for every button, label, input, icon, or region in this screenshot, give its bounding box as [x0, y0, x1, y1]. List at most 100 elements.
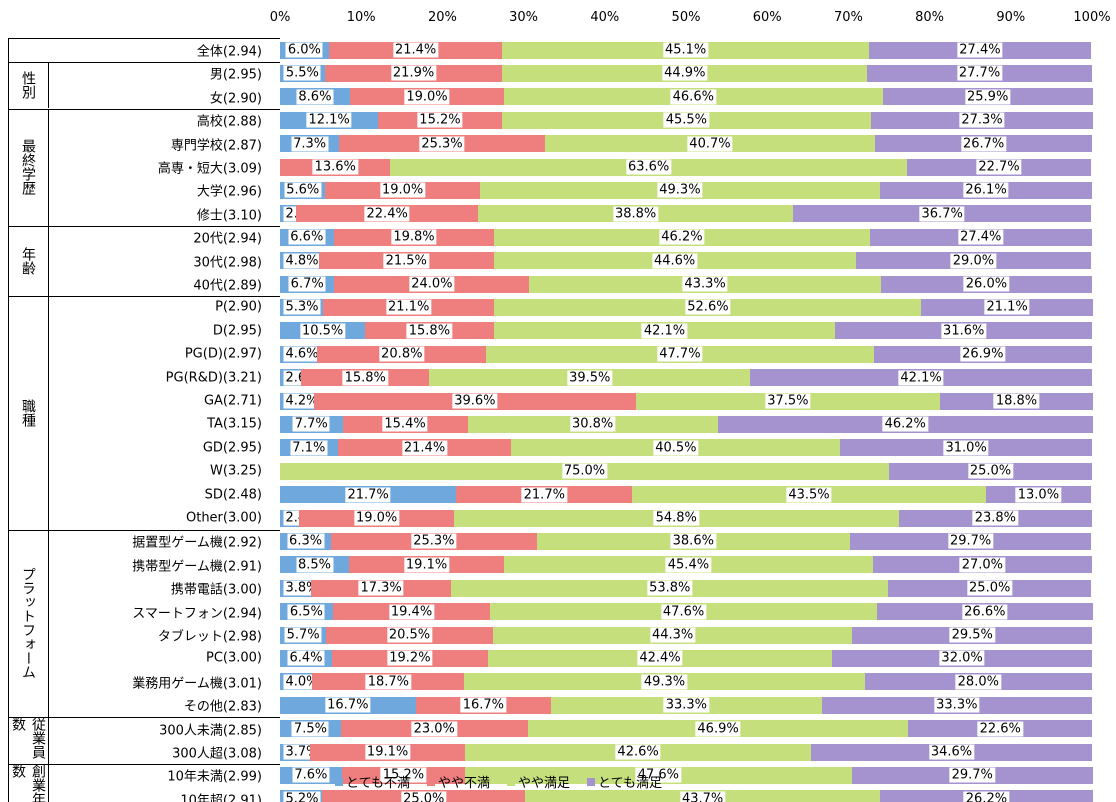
x-tick-label: 30% [509, 10, 539, 25]
category-label: 10年超(2.91) [180, 793, 262, 802]
category-label: 大学(2.96) [196, 184, 262, 200]
data-label: 21.7% [521, 487, 567, 503]
data-label: 27.3% [959, 112, 1005, 128]
data-label: 21.4% [401, 440, 448, 456]
legend-label: とても満足 [598, 776, 662, 791]
category-label: GA(2.71) [203, 393, 262, 409]
data-label: 29.5% [949, 627, 995, 643]
data-label: 23.0% [411, 721, 457, 737]
legend-swatch [335, 778, 343, 786]
group-label: 最終学歴 [8, 108, 49, 226]
category-label: タブレット(2.98) [157, 629, 262, 645]
category-label: W(3.25) [210, 463, 262, 479]
data-label: 19.1% [403, 557, 450, 573]
category-label: 全体(2.94) [196, 44, 262, 60]
data-label: 16.7% [460, 697, 507, 713]
data-label: 31.0% [943, 440, 989, 456]
data-label: 25.3% [411, 533, 457, 549]
data-label: 15.8% [342, 370, 388, 386]
data-label: 29.0% [950, 253, 997, 269]
data-label: 30.8% [569, 416, 616, 432]
data-label: 21.5% [383, 253, 429, 269]
data-label: 25.0% [401, 791, 447, 802]
data-label: 7.6% [292, 767, 330, 783]
data-label: 26.0% [963, 276, 1010, 292]
legend-label: やや不満 [437, 776, 490, 791]
data-label: 21.1% [386, 299, 432, 315]
data-label: 15.8% [406, 323, 453, 339]
group-separator [8, 38, 280, 40]
data-label: 4.2% [283, 393, 321, 409]
data-label: 22.6% [977, 721, 1023, 737]
data-label: 46.2% [659, 229, 705, 245]
data-label: 19.0% [404, 89, 450, 105]
category-label: 20代(2.94) [193, 231, 262, 247]
data-label: 26.2% [963, 791, 1010, 802]
data-label: 75.0% [561, 463, 608, 479]
data-label: 46.6% [670, 89, 716, 105]
left-border [8, 38, 9, 802]
data-label: 6.3% [287, 533, 325, 549]
data-label: 42.4% [637, 650, 683, 666]
data-label: 7.1% [290, 440, 328, 456]
data-label: 28.0% [955, 674, 1001, 690]
data-label: 4.0% [283, 674, 321, 690]
data-label: 33.3% [663, 697, 710, 713]
data-label: 46.2% [882, 416, 928, 432]
category-label: TA(3.15) [207, 416, 262, 432]
category-label: 高専・短大(3.09) [157, 161, 262, 177]
category-label: PC(3.00) [205, 650, 262, 666]
legend-swatch [587, 778, 595, 786]
data-label: 7.7% [292, 416, 330, 432]
category-label: PG(R&D)(3.21) [165, 370, 262, 386]
data-label: 17.3% [358, 580, 404, 596]
data-label: 43.3% [682, 276, 728, 292]
data-label: 29.7% [949, 767, 995, 783]
data-label: 6.0% [285, 42, 323, 58]
data-label: 27.4% [957, 42, 1003, 58]
category-label: 30代(2.98) [193, 255, 262, 271]
group-label: 年齢 [8, 225, 49, 296]
data-label: 43.5% [786, 487, 832, 503]
data-label: 16.7% [325, 697, 371, 713]
data-label: 24.0% [409, 276, 455, 292]
data-label: 5.6% [284, 182, 322, 198]
data-label: 42.6% [615, 744, 661, 760]
data-label: 6.5% [287, 604, 325, 620]
category-label: 男(2.95) [209, 67, 262, 83]
x-tick-label: 40% [590, 10, 620, 25]
data-label: 38.8% [612, 206, 659, 222]
data-label: 45.4% [665, 557, 712, 573]
group-separator [8, 763, 280, 765]
data-label: 15.2% [380, 767, 427, 783]
category-label: 300人超(3.08) [172, 746, 262, 762]
category-label: 10年未満(2.99) [167, 769, 262, 785]
data-label: 39.5% [567, 370, 613, 386]
data-label: 38.6% [670, 533, 716, 549]
legend-swatch [426, 778, 435, 786]
data-label: 4.6% [283, 346, 321, 362]
data-label: 25.9% [965, 89, 1011, 105]
data-label: 44.6% [651, 253, 698, 269]
data-label: 36.7% [919, 206, 965, 222]
category-label: D(2.95) [212, 323, 262, 339]
data-label: 19.0% [379, 182, 426, 198]
group-separator [8, 716, 280, 718]
data-label: 47.6% [660, 604, 707, 620]
data-label: 12.1% [306, 112, 352, 128]
data-label: 25.0% [967, 580, 1013, 596]
data-label: 45.1% [662, 42, 709, 58]
data-label: 21.1% [984, 299, 1030, 315]
group-separator [8, 295, 280, 297]
data-label: 31.6% [941, 323, 987, 339]
data-label: 6.4% [287, 650, 325, 666]
data-label: 23.8% [972, 510, 1019, 526]
data-label: 26.9% [960, 346, 1006, 362]
data-label: 26.7% [960, 136, 1007, 152]
data-label: 20.8% [379, 346, 425, 362]
data-label: 10.5% [299, 323, 346, 339]
data-label: 49.3% [657, 182, 703, 198]
group-label: 創業年数 [8, 763, 49, 802]
category-label: 業務用ゲーム機(3.01) [132, 676, 262, 692]
